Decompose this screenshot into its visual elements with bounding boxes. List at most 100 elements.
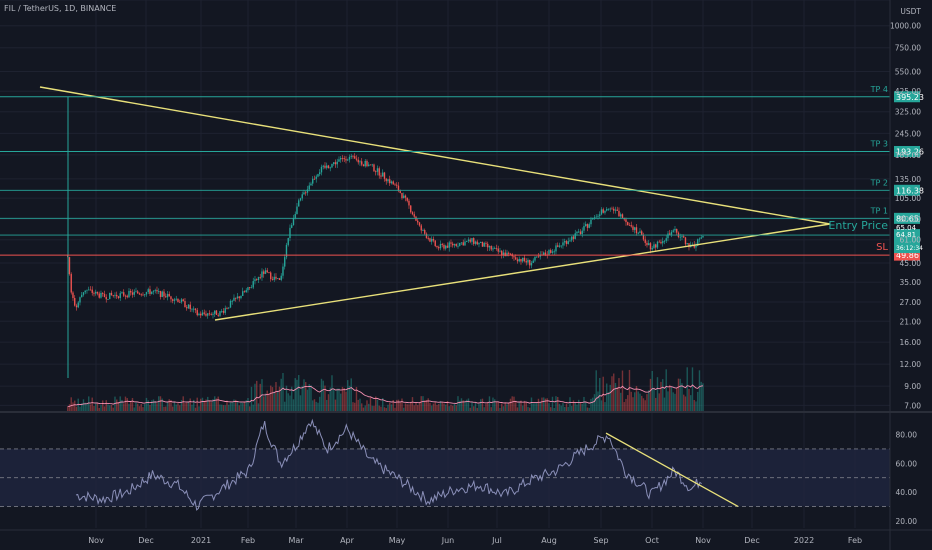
- price-axis[interactable]: USDT 1000.00 750.00 550.00 425.00 325.00 245.0…: [889, 0, 922, 550]
- volume-bar: [275, 382, 277, 411]
- volume-bar: [474, 401, 477, 411]
- candle-body: [319, 172, 321, 175]
- price-tick-label: 425.00: [895, 87, 921, 96]
- candle-body: [352, 155, 354, 157]
- volume-bar: [86, 402, 88, 411]
- volume-bar: [411, 397, 414, 411]
- volume-bar: [684, 396, 687, 411]
- candle-body: [238, 296, 240, 299]
- price-tick-label: 35.00: [900, 278, 922, 287]
- candle-body: [74, 298, 76, 306]
- volume-bar: [119, 396, 121, 411]
- candle-body: [224, 308, 226, 313]
- volume-bar: [82, 399, 85, 411]
- volume-bar: [152, 399, 155, 411]
- level-value-tag: [894, 212, 920, 224]
- candle-body: [413, 214, 415, 217]
- candle-body: [473, 238, 475, 244]
- candle-body: [317, 174, 319, 177]
- volume-bar: [600, 400, 603, 411]
- candle-body: [245, 290, 247, 293]
- candle-body: [343, 158, 345, 160]
- candle-body: [494, 248, 496, 249]
- candle-body: [231, 300, 233, 302]
- candle-body: [614, 209, 617, 211]
- price-tick-label: 325.00: [895, 108, 921, 117]
- volume-bar: [695, 401, 697, 411]
- volume-bar: [530, 397, 533, 411]
- level-label: SL: [876, 242, 888, 253]
- candle-body: [481, 241, 484, 247]
- candle-body: [588, 224, 590, 228]
- volume-bar: [677, 378, 680, 411]
- candle-body: [214, 310, 216, 314]
- volume-bar: [159, 396, 162, 411]
- candle-body: [147, 289, 149, 293]
- candle-body: [368, 164, 370, 167]
- symbol-title[interactable]: FIL / TetherUS, 1D, BINANCE: [4, 4, 117, 13]
- volume-bar: [653, 387, 655, 411]
- candle-body: [467, 239, 470, 242]
- candle-body: [341, 158, 344, 159]
- price-levels[interactable]: TP 4 395.23 TP 3 193.26 TP 2 116.38 TP 1 80.65 E…: [0, 85, 924, 261]
- candle-body: [397, 185, 400, 191]
- volume-bar: [457, 396, 459, 411]
- candle-body: [501, 250, 503, 256]
- candle-body: [618, 210, 620, 217]
- volume-bar: [287, 393, 289, 411]
- volume-bar: [315, 401, 317, 411]
- candle-body: [100, 292, 102, 298]
- volume-bar: [89, 404, 92, 411]
- volume-bar: [399, 402, 401, 411]
- candle-body: [635, 227, 638, 234]
- volume-bar: [200, 398, 202, 411]
- volume-bar: [467, 398, 470, 411]
- candle-body: [75, 305, 78, 308]
- candle-body: [212, 313, 214, 315]
- trendlines[interactable]: [39, 86, 831, 321]
- volume-bar: [590, 398, 592, 411]
- candle-body: [469, 239, 471, 242]
- volume-bar: [504, 402, 506, 411]
- time-tick-label: Oct: [645, 536, 659, 545]
- volume-bar: [555, 396, 557, 411]
- volume-bar: [492, 397, 494, 411]
- volume-bar: [455, 405, 457, 411]
- time-axis[interactable]: Nov Dec 2021 Feb Mar Apr May Jun Jul Aug Sep Oct Nov…: [0, 529, 932, 545]
- candle-body: [77, 302, 79, 308]
- candle-body: [667, 233, 669, 239]
- volume-bar: [158, 396, 160, 411]
- volume-bar: [68, 404, 71, 411]
- candle-body: [191, 308, 193, 310]
- volume-bar: [245, 400, 247, 411]
- volume-bar: [124, 396, 127, 411]
- volume-bar: [179, 405, 181, 411]
- volume-bar: [635, 385, 638, 411]
- candle-body: [436, 246, 438, 248]
- volume-bar: [242, 402, 244, 411]
- candle-body: [523, 257, 526, 262]
- volume-bar: [478, 403, 480, 411]
- volume-bar: [439, 400, 442, 411]
- volume-bar: [648, 390, 650, 411]
- volume-bar: [294, 378, 296, 411]
- volume-bar: [354, 402, 356, 411]
- candle-body: [114, 294, 116, 296]
- volume-bar: [334, 399, 337, 411]
- rsi-axis[interactable]: 80.00 60.00 40.00 20.00: [896, 431, 918, 526]
- candle-body: [145, 292, 148, 295]
- volume-bar: [107, 404, 109, 411]
- candle-body: [602, 209, 604, 213]
- candle-body: [369, 164, 372, 166]
- candle-body: [632, 226, 634, 230]
- volume-bar: [392, 399, 394, 411]
- candle-body: [277, 278, 279, 280]
- candle-body: [180, 299, 183, 303]
- volume-bar: [646, 394, 648, 411]
- volume-bar: [681, 383, 683, 411]
- volume-bar: [544, 398, 547, 411]
- candle-body: [453, 243, 456, 246]
- candle-body: [621, 214, 624, 219]
- candle-body: [361, 161, 363, 165]
